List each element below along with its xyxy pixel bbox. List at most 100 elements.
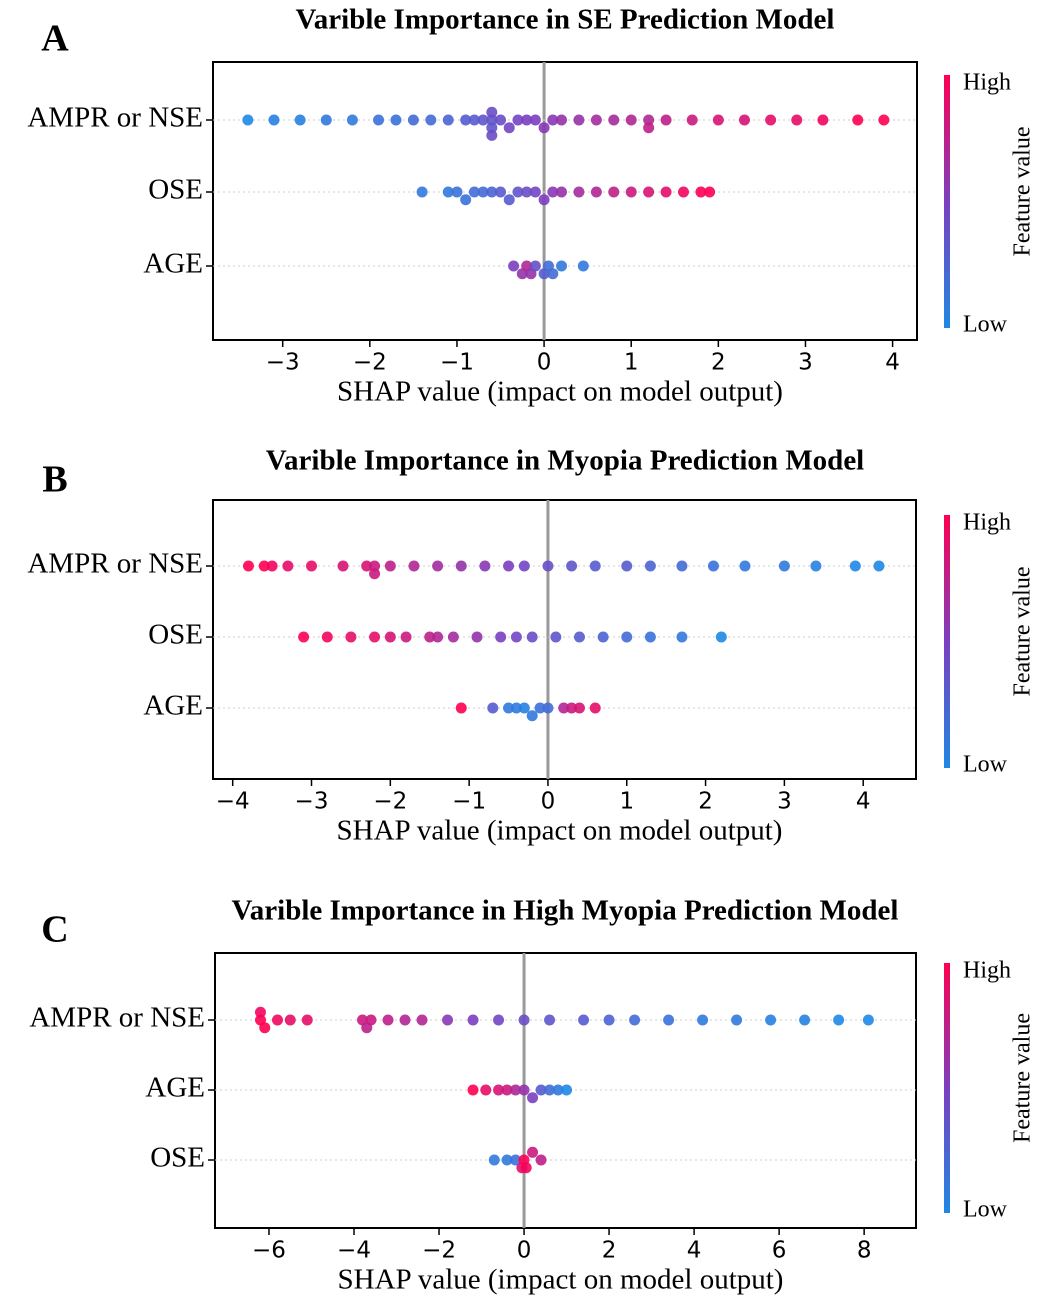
x-tick-label: 0 (537, 350, 552, 376)
shap-point (271, 1014, 283, 1026)
shap-point (526, 710, 538, 722)
shap-point (542, 560, 554, 572)
shap-point (527, 1092, 539, 1104)
shap-point (556, 186, 568, 198)
shap-point (878, 114, 890, 126)
shap-point (518, 702, 530, 714)
y-tick-label: OSE (148, 619, 203, 651)
shap-point (852, 114, 864, 126)
shap-point (242, 560, 254, 572)
shap-point (384, 631, 396, 643)
colorbar (944, 75, 950, 328)
shap-point (518, 1014, 530, 1026)
shap-point (407, 114, 419, 126)
shap-point (520, 1162, 532, 1174)
y-tick-label: AGE (143, 690, 203, 722)
colorbar (944, 515, 950, 768)
colorbar-low: Low (963, 312, 1008, 338)
shap-point (521, 186, 533, 198)
shap-point (676, 631, 688, 643)
shap-point (535, 1084, 547, 1096)
shap-point (577, 260, 589, 272)
y-tick-label: AMPR or NSE (27, 102, 203, 134)
colorbar (944, 963, 950, 1213)
shap-point (538, 122, 550, 134)
shap-point (527, 1146, 539, 1158)
shap-point (390, 114, 402, 126)
shap-point (337, 560, 349, 572)
shap-point (400, 631, 412, 643)
shap-point (625, 114, 637, 126)
shap-point (547, 114, 559, 126)
y-tick-label: AMPR or NSE (27, 548, 203, 580)
shap-point (282, 560, 294, 572)
shap-point (697, 1014, 709, 1026)
shap-point (643, 186, 655, 198)
shap-point (529, 114, 541, 126)
shap-point (373, 114, 385, 126)
shap-point (493, 1014, 505, 1026)
shap-point (501, 1154, 513, 1166)
shap-point (573, 631, 585, 643)
shap-point (467, 1014, 479, 1026)
x-axis-label: SHAP value (impact on model output) (337, 376, 783, 408)
shap-point (518, 560, 530, 572)
chart-title: Varible Importance in SE Prediction Mode… (296, 4, 835, 36)
panel-letter: A (41, 18, 69, 60)
shap-point (534, 702, 546, 714)
shap-point (467, 1084, 479, 1096)
shap-point (512, 186, 524, 198)
shap-point (424, 631, 436, 643)
shap-point (298, 631, 310, 643)
shap-point (361, 560, 373, 572)
shap-point (547, 186, 559, 198)
x-tick-label: 2 (602, 1238, 617, 1264)
shap-point (715, 631, 727, 643)
x-tick-label: −2 (422, 1238, 456, 1264)
shap-point (399, 1014, 411, 1026)
y-tick-label: AGE (143, 248, 203, 280)
shap-point (321, 631, 333, 643)
shap-point (306, 560, 318, 572)
shap-point (862, 1014, 874, 1026)
shap-point (384, 560, 396, 572)
x-tick-label: 1 (624, 350, 639, 376)
shap-point (739, 560, 751, 572)
shap-point (266, 560, 278, 572)
shap-point (566, 560, 578, 572)
shap-point (817, 114, 829, 126)
shap-point (480, 1084, 492, 1096)
colorbar-label: Feature value (1010, 567, 1036, 697)
shap-point (849, 560, 861, 572)
x-tick-label: 3 (777, 789, 792, 815)
shap-point (432, 560, 444, 572)
shap-point (471, 631, 483, 643)
plot-frame (212, 499, 917, 780)
shap-point (518, 1084, 530, 1096)
shap-point (873, 560, 885, 572)
shap-point (486, 114, 498, 126)
x-tick-label: −4 (216, 789, 250, 815)
shap-point (643, 114, 655, 126)
y-tick-label: OSE (150, 1142, 205, 1174)
shap-point (608, 114, 620, 126)
shap-point (629, 1014, 641, 1026)
shap-point (695, 186, 707, 198)
x-tick-label: 6 (772, 1238, 787, 1264)
shap-point (573, 114, 585, 126)
shap-point (707, 560, 719, 572)
shap-point (608, 186, 620, 198)
shap-point (512, 114, 524, 126)
shap-point (268, 114, 280, 126)
shap-point (621, 560, 633, 572)
shap-point (765, 114, 777, 126)
shap-point (284, 1014, 296, 1026)
shap-point (501, 1084, 513, 1096)
shap-point (589, 702, 601, 714)
colorbar-high: High (963, 958, 1011, 984)
shap-point (578, 1014, 590, 1026)
shap-point (510, 702, 522, 714)
shap-point (486, 106, 498, 118)
x-tick-label: 4 (856, 789, 871, 815)
shap-point (493, 1084, 505, 1096)
